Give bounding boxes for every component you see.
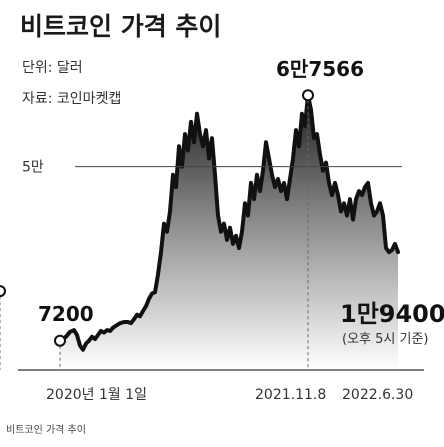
x-label-peak-date: 2021.11.8	[255, 387, 326, 403]
start-value-label: 7200	[38, 302, 94, 326]
fifty-thousand-label: 5만	[22, 160, 44, 176]
source-label: 자료: 코인마켓캡	[22, 91, 121, 107]
end-time-note: (오후 5시 기준)	[342, 332, 428, 347]
peak-point-marker	[302, 89, 314, 102]
x-label-start: 2020년 1월 1일	[46, 387, 147, 403]
unit-label: 단위: 달러	[22, 60, 83, 76]
price-line	[58, 93, 400, 352]
chart-title: 비트코인 가격 추이	[20, 12, 221, 41]
end-value-label: 1만9400	[340, 300, 444, 328]
peak-value-label: 6만7566	[276, 57, 364, 81]
end-point-marker	[0, 285, 6, 298]
start-point-marker	[54, 334, 66, 347]
caption: 비트코인 가격 추이	[6, 423, 86, 436]
x-label-end-date: 2022.6.30	[342, 387, 413, 403]
